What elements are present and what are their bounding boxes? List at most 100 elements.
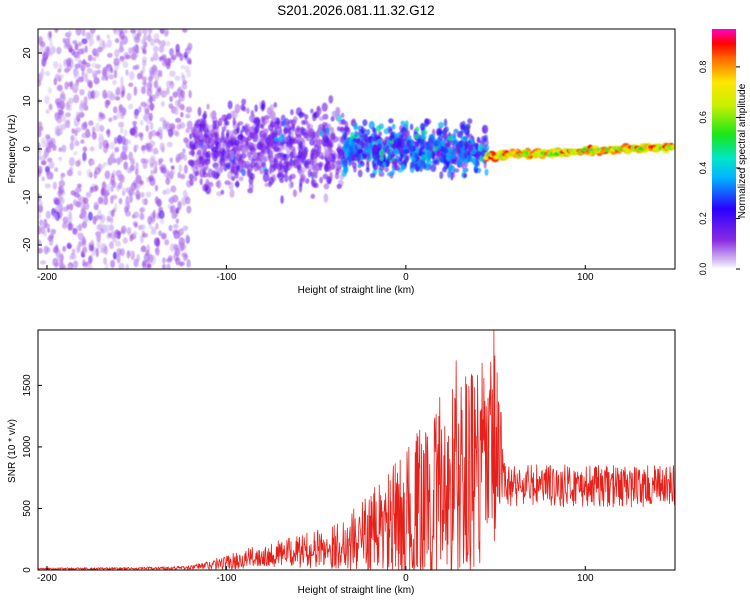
spectrogram-cell xyxy=(425,142,430,148)
spectrogram-cell xyxy=(279,160,283,170)
spectrogram-cell xyxy=(380,156,384,162)
spectrogram-cell xyxy=(117,182,123,190)
colorbar: 0.0 0.2 0.4 0.6 0.8 Normalized spectral ampl… xyxy=(698,29,748,275)
spectrogram-cell xyxy=(128,82,134,88)
spectrogram-cell xyxy=(113,69,118,79)
spectrogram-cell xyxy=(136,32,142,37)
spectrogram-cell xyxy=(149,177,156,186)
spectrogram-cell xyxy=(60,123,67,131)
spectrogram-cell xyxy=(185,127,191,134)
spectrogram-cell xyxy=(77,41,83,47)
spectrogram-cell xyxy=(183,164,188,174)
spectrogram-cell xyxy=(91,250,96,256)
spectrogram-cell xyxy=(133,86,138,96)
spectrogram-cell xyxy=(115,240,122,247)
spectrogram-cell xyxy=(121,187,127,195)
spectrogram-cell xyxy=(103,145,108,154)
spectrogram-cell xyxy=(71,248,76,256)
spectrogram-cell xyxy=(120,90,125,98)
spectrogram-cell xyxy=(85,191,92,198)
spectrogram-cell xyxy=(280,173,286,178)
spectrogram-cell xyxy=(112,106,118,114)
spectrogram-cell xyxy=(150,56,155,62)
spectrogram-cell xyxy=(112,80,117,85)
spectrogram-cell xyxy=(169,95,173,103)
spectrogram-cell xyxy=(143,113,149,122)
spectrogram-cell xyxy=(278,134,285,143)
spectrogram-cell xyxy=(187,159,194,165)
spectrogram-cell xyxy=(148,75,153,82)
spectrogram-cell xyxy=(91,62,98,68)
spectrogram-cell xyxy=(367,142,374,149)
spectrogram-cell xyxy=(204,163,209,171)
spectrogram-cell xyxy=(350,131,355,140)
spectrogram-cell xyxy=(53,61,59,69)
spectrogram-cell xyxy=(133,211,140,219)
spectrogram-cell xyxy=(106,90,114,99)
spectrogram-cell xyxy=(142,261,146,267)
spectrogram-cell xyxy=(140,101,147,107)
spectrogram-cell xyxy=(330,163,336,170)
spectrogram-cell xyxy=(95,214,99,221)
spectrogram-cell xyxy=(78,60,83,67)
spectrogram-cell xyxy=(269,149,274,155)
spectrogram-cell xyxy=(120,76,124,86)
spectrogram-cell xyxy=(102,161,109,167)
spectrogram-cell xyxy=(240,104,245,111)
spectrogram-cell xyxy=(180,111,184,118)
spectrogram-cell xyxy=(101,181,107,191)
spectrogram-cell xyxy=(92,70,98,79)
spectrogram-cell xyxy=(139,224,146,230)
spectrogram-cell xyxy=(421,154,427,161)
spectrogram-cell xyxy=(85,31,91,41)
spectrogram-cell xyxy=(333,112,339,121)
spectrogram-cell xyxy=(201,143,207,151)
spectrogram-cell xyxy=(261,100,266,110)
spectrogram-cell xyxy=(101,76,106,81)
spectrogram-cell xyxy=(343,132,348,141)
spectrogram-cell xyxy=(225,162,230,168)
spectrogram-cell xyxy=(124,198,129,208)
spectrogram-cell xyxy=(249,115,254,122)
spectrogram-cell xyxy=(146,81,152,91)
spectrogram-cell xyxy=(104,42,108,49)
spectrogram-cell xyxy=(188,59,192,65)
spectrogram-cell xyxy=(38,71,44,80)
spectrogram-cell xyxy=(149,38,156,46)
spectrogram-cell xyxy=(447,139,451,147)
snr-y-tick-label: 0 xyxy=(22,567,33,573)
spectrogram-cell xyxy=(184,196,191,205)
spectrogram-cell xyxy=(58,63,63,70)
spectrogram-cell xyxy=(159,218,165,225)
spectrogram-cell xyxy=(329,171,333,181)
spectrogram-cell xyxy=(54,206,60,212)
spectrogram-cell xyxy=(292,137,298,145)
spectrogram-cell xyxy=(133,230,138,236)
spectrogram-cell xyxy=(313,165,319,175)
spectrogram-cell xyxy=(175,156,180,163)
spectrogram-cell xyxy=(178,261,183,267)
spectrogram-cell xyxy=(478,143,483,152)
spectrogram-carrier-cell xyxy=(656,143,662,148)
spectrogram-cell xyxy=(56,46,62,55)
spectrogram-cell xyxy=(52,181,57,190)
spectrogram-cell xyxy=(128,47,132,55)
spectrogram-cell xyxy=(41,57,47,67)
spectrogram-cell xyxy=(362,119,368,127)
spectrogram-cell xyxy=(388,135,393,141)
spectrogram-cell xyxy=(140,145,146,151)
spectrogram-cell xyxy=(226,149,232,155)
spectrogram-cell xyxy=(61,115,67,123)
spectrogram-cell xyxy=(239,153,243,160)
spectrogram-cell xyxy=(366,158,370,165)
spectrogram-cell xyxy=(148,102,155,111)
spectrogram-cell xyxy=(372,136,377,142)
spectrogram-cell xyxy=(268,133,275,141)
spectrogram-cell xyxy=(92,56,97,62)
spectrogram-cell xyxy=(72,199,78,207)
spectrogram-cell xyxy=(133,144,139,150)
spectrogram-cell xyxy=(274,153,281,160)
spectrogram-cell xyxy=(169,157,173,163)
spectrogram-cell xyxy=(424,118,429,127)
